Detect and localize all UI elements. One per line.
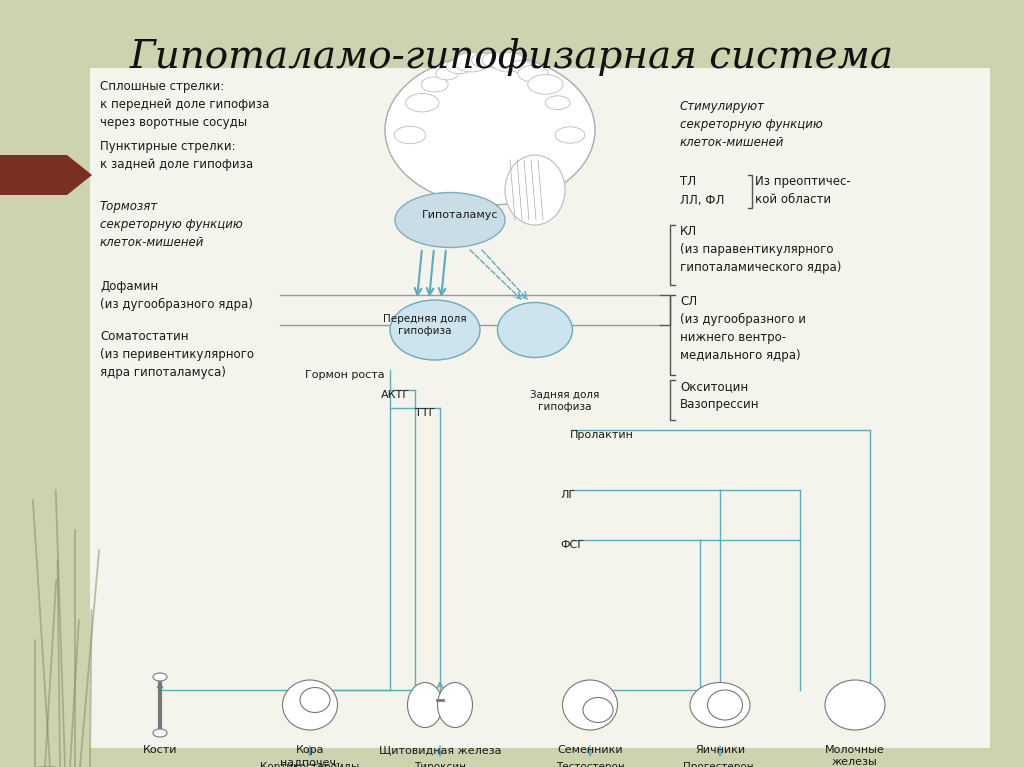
Ellipse shape bbox=[825, 680, 885, 730]
Ellipse shape bbox=[406, 94, 439, 112]
Ellipse shape bbox=[562, 680, 617, 730]
Text: Дофамин
(из дугообразного ядра): Дофамин (из дугообразного ядра) bbox=[100, 280, 253, 311]
Ellipse shape bbox=[690, 683, 750, 728]
Text: Гормон роста: Гормон роста bbox=[305, 370, 385, 380]
Text: Кора
надпочеч-
ников: Кора надпочеч- ников bbox=[280, 745, 340, 767]
Text: АКТГ: АКТГ bbox=[381, 390, 410, 400]
Ellipse shape bbox=[390, 300, 480, 360]
Text: Прогестерон,
эстрогены: Прогестерон, эстрогены bbox=[683, 762, 757, 767]
Ellipse shape bbox=[498, 302, 572, 357]
Text: Передняя доля
гипофиза: Передняя доля гипофиза bbox=[383, 314, 467, 336]
Ellipse shape bbox=[482, 52, 510, 68]
Ellipse shape bbox=[153, 729, 167, 737]
Ellipse shape bbox=[505, 155, 565, 225]
Ellipse shape bbox=[408, 683, 442, 728]
Text: Сплошные стрелки:
к передней доле гипофиза
через воротные сосуды: Сплошные стрелки: к передней доле гипофи… bbox=[100, 80, 269, 129]
Text: КЛ
(из паравентикулярного
гипоталамического ядра): КЛ (из паравентикулярного гипоталамическ… bbox=[680, 225, 842, 274]
Ellipse shape bbox=[471, 54, 497, 67]
Text: ТЛ
ЛЛ, ФЛ: ТЛ ЛЛ, ФЛ bbox=[680, 175, 724, 207]
Text: Стимулируют
секреторную функцию
клеток-мишеней: Стимулируют секреторную функцию клеток-м… bbox=[680, 100, 822, 149]
Ellipse shape bbox=[518, 65, 548, 82]
Ellipse shape bbox=[583, 697, 613, 723]
Text: Щитовидная железа: Щитовидная железа bbox=[379, 745, 502, 755]
Ellipse shape bbox=[394, 127, 426, 143]
Text: Кортикостероиды: Кортикостероиды bbox=[260, 762, 359, 767]
Text: Гипоталамо-гипофизарная система: Гипоталамо-гипофизарная система bbox=[130, 38, 894, 76]
Text: Гипоталамус: Гипоталамус bbox=[422, 210, 499, 220]
Ellipse shape bbox=[385, 55, 595, 205]
Ellipse shape bbox=[395, 193, 505, 248]
Text: ЛГ: ЛГ bbox=[560, 490, 575, 500]
Ellipse shape bbox=[446, 60, 472, 74]
Ellipse shape bbox=[708, 690, 742, 720]
Ellipse shape bbox=[421, 77, 449, 92]
Text: Пролактин: Пролактин bbox=[570, 430, 634, 440]
Ellipse shape bbox=[435, 67, 458, 80]
Ellipse shape bbox=[437, 683, 472, 728]
Text: Тироксин: Тироксин bbox=[414, 762, 466, 767]
Text: Семенники: Семенники bbox=[557, 745, 623, 755]
Text: Тестостерон: Тестостерон bbox=[556, 762, 625, 767]
Ellipse shape bbox=[283, 680, 338, 730]
Ellipse shape bbox=[555, 127, 585, 143]
Text: СЛ
(из дугообразного и
нижнего вентро-
медиального ядра): СЛ (из дугообразного и нижнего вентро- м… bbox=[680, 295, 806, 362]
Ellipse shape bbox=[527, 74, 563, 94]
Text: Задняя доля
гипофиза: Задняя доля гипофиза bbox=[530, 390, 600, 413]
FancyArrow shape bbox=[0, 155, 92, 195]
Ellipse shape bbox=[545, 96, 570, 110]
Ellipse shape bbox=[510, 61, 531, 73]
Text: Яичники: Яичники bbox=[695, 745, 745, 755]
Text: Соматостатин
(из перивентикулярного
ядра гипоталамуса): Соматостатин (из перивентикулярного ядра… bbox=[100, 330, 254, 379]
Ellipse shape bbox=[490, 53, 526, 72]
Bar bbox=[90, 68, 990, 748]
Text: Пунктирные стрелки:
к задней доле гипофиза: Пунктирные стрелки: к задней доле гипофи… bbox=[100, 140, 253, 171]
Ellipse shape bbox=[455, 53, 488, 72]
Text: Кости: Кости bbox=[142, 745, 177, 755]
Text: Тормозят
секреторную функцию
клеток-мишеней: Тормозят секреторную функцию клеток-мише… bbox=[100, 200, 243, 249]
Text: ФСГ: ФСГ bbox=[560, 540, 584, 550]
Text: Молочные
железы: Молочные железы bbox=[825, 745, 885, 767]
Text: Из преоптичес-
кой области: Из преоптичес- кой области bbox=[755, 175, 851, 206]
Text: ТТГ: ТТГ bbox=[415, 408, 435, 418]
Ellipse shape bbox=[300, 687, 330, 713]
Text: Окситоцин
Вазопрессин: Окситоцин Вазопрессин bbox=[680, 380, 760, 411]
Ellipse shape bbox=[153, 673, 167, 681]
